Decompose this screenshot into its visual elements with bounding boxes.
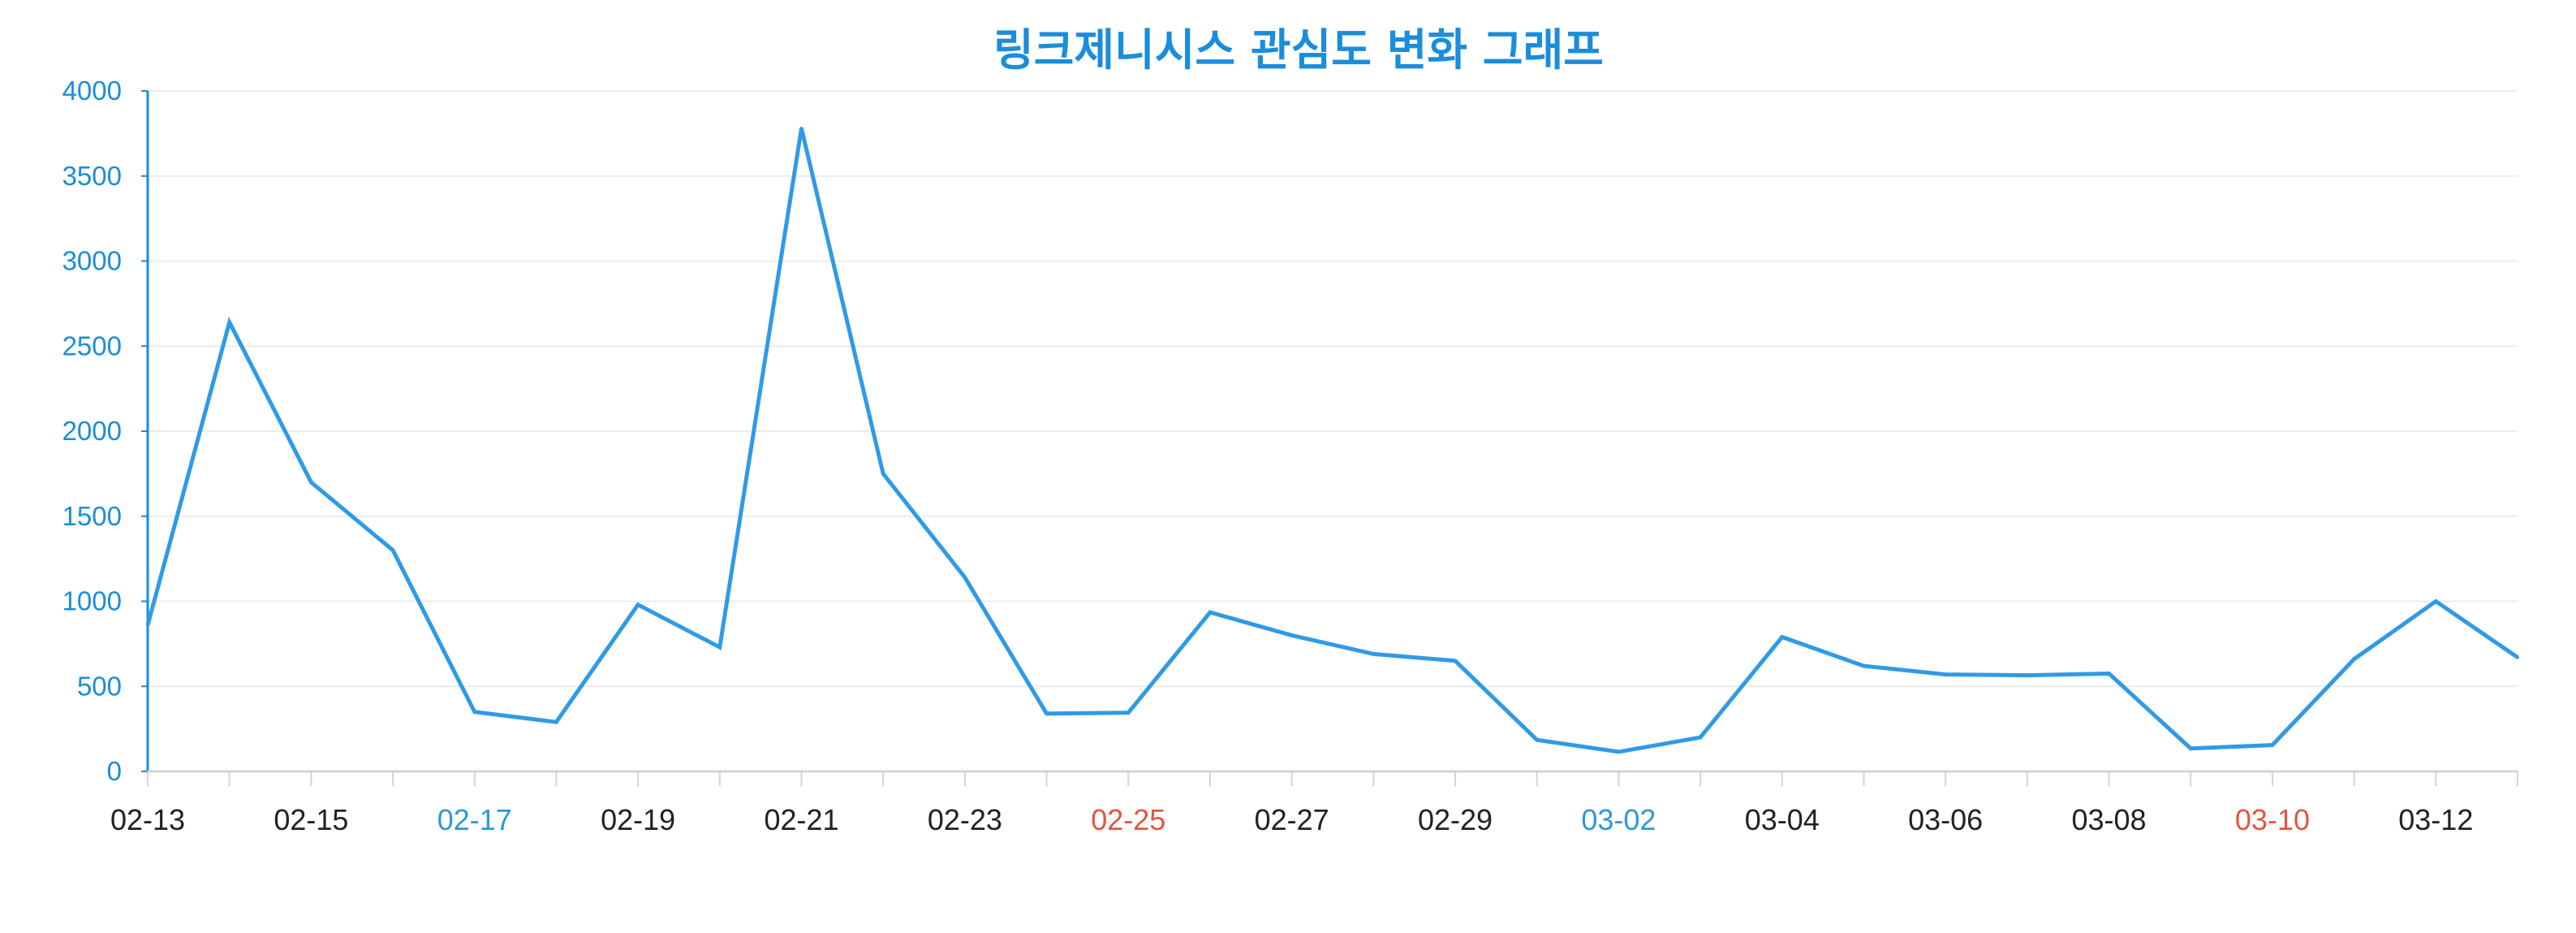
data-point xyxy=(472,710,476,714)
x-axis-ticks: 02-13 02-15 02-17 02-19 02-21 02-23 02-25 02-27… xyxy=(110,771,2518,836)
chart-title: 링크제니시스 관심도 변화 그래프 xyxy=(993,24,1604,76)
x-tick-label: 02-25 xyxy=(1091,803,1165,836)
data-point xyxy=(1126,711,1131,715)
data-point xyxy=(2189,746,2193,750)
series-lines xyxy=(145,127,2519,754)
data-point xyxy=(1372,652,1376,656)
x-tick-label: 02-23 xyxy=(928,803,1002,836)
data-point xyxy=(799,127,803,131)
y-tick-label: 3000 xyxy=(62,246,122,276)
data-point xyxy=(2270,743,2274,747)
y-tick-label: 2500 xyxy=(62,330,122,361)
grid-lines xyxy=(148,90,2518,688)
data-point xyxy=(963,576,967,580)
data-point xyxy=(1045,711,1049,715)
x-tick-label: 03-10 xyxy=(2235,803,2310,836)
data-point xyxy=(2025,673,2029,677)
x-tick-label: 02-27 xyxy=(1255,803,1329,836)
x-tick-label: 02-21 xyxy=(764,803,838,836)
data-point xyxy=(554,720,558,724)
x-tick-label: 03-12 xyxy=(2398,803,2473,836)
data-point xyxy=(1535,738,1539,742)
data-point xyxy=(881,472,885,476)
x-tick-label: 02-17 xyxy=(437,803,512,836)
data-point xyxy=(2434,599,2438,603)
y-axis-ticks: 0 500 1000 1500 2000 2500 3000 3500 4000 xyxy=(62,76,148,786)
data-point xyxy=(636,603,640,607)
data-point xyxy=(1617,749,1621,754)
data-point xyxy=(391,548,395,552)
data-point xyxy=(1699,736,1703,740)
y-tick-label: 4000 xyxy=(62,76,122,106)
data-point xyxy=(146,623,149,627)
x-tick-label: 03-06 xyxy=(1908,803,1983,836)
data-point xyxy=(1208,611,1212,615)
y-tick-label: 0 xyxy=(107,756,122,786)
data-point xyxy=(1290,633,1294,637)
data-point xyxy=(1454,659,1458,663)
data-point xyxy=(1780,635,1784,639)
y-tick-label: 3500 xyxy=(62,161,122,191)
x-tick-label: 02-29 xyxy=(1418,803,1493,836)
x-tick-label: 02-13 xyxy=(110,803,185,836)
y-tick-label: 1500 xyxy=(62,501,122,531)
y-tick-label: 500 xyxy=(77,671,122,701)
data-point xyxy=(1862,664,1866,668)
y-tick-label: 2000 xyxy=(62,416,122,446)
x-tick-label: 02-15 xyxy=(274,803,348,836)
series-line xyxy=(145,127,2519,754)
y-tick-label: 1000 xyxy=(62,586,122,616)
data-point xyxy=(717,646,722,650)
data-point xyxy=(227,320,231,324)
x-tick-label: 03-08 xyxy=(2072,803,2147,836)
x-tick-label: 03-04 xyxy=(1745,803,1820,836)
data-point xyxy=(2107,672,2111,676)
data-point xyxy=(2352,657,2356,661)
x-tick-label: 03-02 xyxy=(1581,803,1656,836)
x-tick-label: 02-19 xyxy=(601,803,675,836)
data-point xyxy=(1944,672,1948,676)
data-point xyxy=(309,480,313,484)
data-point xyxy=(2516,655,2519,659)
